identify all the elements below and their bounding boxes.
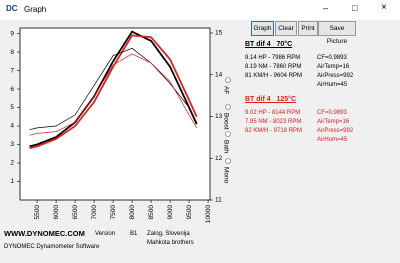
run-result: 8.19 NM - 7860 RPM bbox=[245, 64, 302, 70]
y-tick-label: 3 bbox=[10, 141, 14, 148]
run-condition: AirPress=992 bbox=[317, 128, 354, 134]
run-result: 81 KM/H - 9604 RPM bbox=[245, 73, 303, 79]
run-condition: CF=0.9893 bbox=[317, 110, 347, 116]
x-tick-label: 6500 bbox=[72, 205, 79, 220]
y2-tick-label: 12 bbox=[215, 155, 223, 162]
version: B1 bbox=[130, 231, 138, 237]
curve bbox=[29, 53, 198, 136]
y-tick-label: 8 bbox=[10, 49, 14, 56]
channel-radio[interactable] bbox=[225, 158, 231, 164]
location: Zalog, Slovenija bbox=[147, 231, 190, 237]
run-result: 9.02 HP - 8144 RPM bbox=[245, 110, 301, 116]
x-tick-label: 7000 bbox=[91, 205, 98, 220]
software-name: DYNOMEC Dynamometer Software bbox=[4, 244, 100, 250]
window-title: Graph bbox=[24, 5, 47, 14]
clear-button[interactable]: Clear bbox=[275, 21, 297, 36]
y2-tick-label: 13 bbox=[215, 113, 223, 120]
run-result: 82 KM/H - 9718 RPM bbox=[245, 128, 303, 134]
minimize-button[interactable]: – bbox=[323, 3, 329, 13]
channel-label: Bath bbox=[222, 140, 229, 154]
channel-label: Boost bbox=[222, 113, 229, 130]
app-icon: DC bbox=[6, 4, 18, 13]
y-tick-label: 1 bbox=[10, 178, 14, 185]
maximize-button[interactable]: □ bbox=[352, 3, 358, 13]
channel-label: Mono bbox=[222, 167, 229, 184]
x-tick-label: 8000 bbox=[129, 205, 136, 220]
run-title: BT dif 4 70°C bbox=[245, 41, 293, 48]
y-tick-label: 4 bbox=[10, 123, 14, 130]
run-result: 9.14 HP - 7986 RPM bbox=[245, 55, 301, 61]
run-condition: AirHum=45 bbox=[317, 137, 348, 143]
y-tick-label: 6 bbox=[10, 86, 14, 93]
plot-area bbox=[19, 27, 211, 201]
run-condition: AirTemp=16 bbox=[317, 64, 350, 70]
y2-tick-label: 15 bbox=[215, 30, 223, 37]
x-tick-label: 10000 bbox=[205, 205, 212, 223]
save-picture-button[interactable]: Save Picture bbox=[318, 21, 356, 45]
x-tick-label: 9000 bbox=[167, 205, 174, 220]
graph-button[interactable]: Graph bbox=[251, 21, 274, 36]
run-condition: AirTemp=16 bbox=[317, 119, 350, 125]
run-condition: AirPress=992 bbox=[317, 73, 354, 79]
authors: Mahkota brothers bbox=[147, 240, 194, 246]
channel-radio[interactable] bbox=[225, 131, 231, 137]
x-tick-label: 7500 bbox=[110, 205, 117, 220]
y-tick-label: 2 bbox=[10, 160, 14, 167]
y-tick-label: 9 bbox=[10, 30, 14, 37]
y-tick-label: 5 bbox=[10, 104, 14, 111]
website: WWW.DYNOMEC.COM bbox=[4, 229, 85, 238]
curve bbox=[29, 30, 198, 148]
run-result: 7.95 NM - 8023 RPM bbox=[245, 119, 302, 125]
close-button[interactable]: × bbox=[381, 2, 387, 13]
x-tick-label: 6000 bbox=[53, 205, 60, 220]
x-tick-label: 8500 bbox=[148, 205, 155, 220]
x-tick-label: 5500 bbox=[34, 205, 41, 220]
run-title: BT dif 4 125°C bbox=[245, 96, 297, 103]
channel-radio[interactable] bbox=[225, 77, 231, 83]
y-tick-label: 7 bbox=[10, 67, 14, 74]
version-label: Version bbox=[95, 231, 116, 237]
x-tick-label: 9500 bbox=[186, 205, 193, 220]
run-condition: AirHum=45 bbox=[317, 82, 348, 88]
curve bbox=[29, 34, 198, 150]
curve bbox=[29, 47, 198, 131]
channel-radio[interactable] bbox=[225, 104, 231, 110]
print-button[interactable]: Print bbox=[298, 21, 318, 36]
y2-tick-label: 14 bbox=[215, 71, 223, 78]
title-bar: DC Graph – □ × bbox=[0, 0, 400, 20]
channel-label: AF bbox=[222, 86, 229, 94]
run-condition: CF=0.9893 bbox=[317, 55, 347, 61]
y2-tick-label: 11 bbox=[215, 197, 222, 204]
